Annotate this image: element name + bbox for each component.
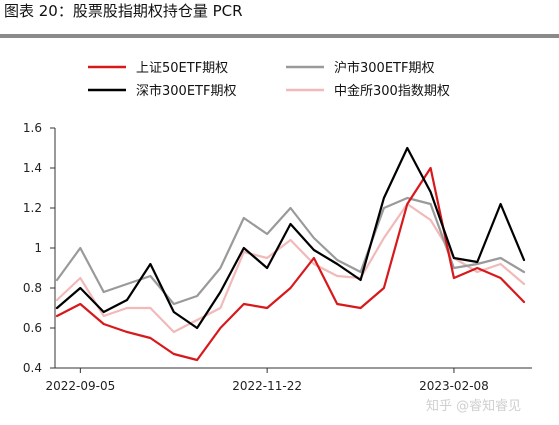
- x-tick-label: 2023-02-08: [419, 379, 489, 393]
- figure-title: 图表 20：股票股指期权持仓量 PCR: [4, 2, 243, 20]
- y-tick-label: 1: [34, 241, 42, 255]
- y-tick-label: 0.6: [23, 321, 42, 335]
- series-line-0: [55, 166, 526, 362]
- plot-area: [55, 146, 526, 362]
- x-tick-label: 2022-11-22: [232, 379, 302, 393]
- watermark: 知乎 @睿知睿见: [426, 398, 521, 414]
- y-tick-label: 1.2: [23, 201, 42, 215]
- x-tick-label: 2022-09-05: [45, 379, 115, 393]
- legend-label-0: 上证50ETF期权: [136, 60, 228, 76]
- axes: 0.4 0.6 0.8 1 1.2 1.4 1.6 2022-09-05 2022-11-22 2…: [23, 121, 532, 393]
- y-tick-label: 1.6: [23, 121, 42, 135]
- series-line-2: [55, 146, 526, 330]
- y-tick-label: 0.8: [23, 281, 42, 295]
- y-tick-label: 0.4: [23, 361, 42, 375]
- legend-label-1: 沪市300ETF期权: [334, 60, 434, 76]
- y-tick-label: 1.4: [23, 161, 42, 175]
- legend-label-3: 中金所300指数期权: [334, 83, 450, 99]
- series-line-1: [55, 196, 526, 306]
- legend-label-2: 深市300ETF期权: [136, 83, 236, 99]
